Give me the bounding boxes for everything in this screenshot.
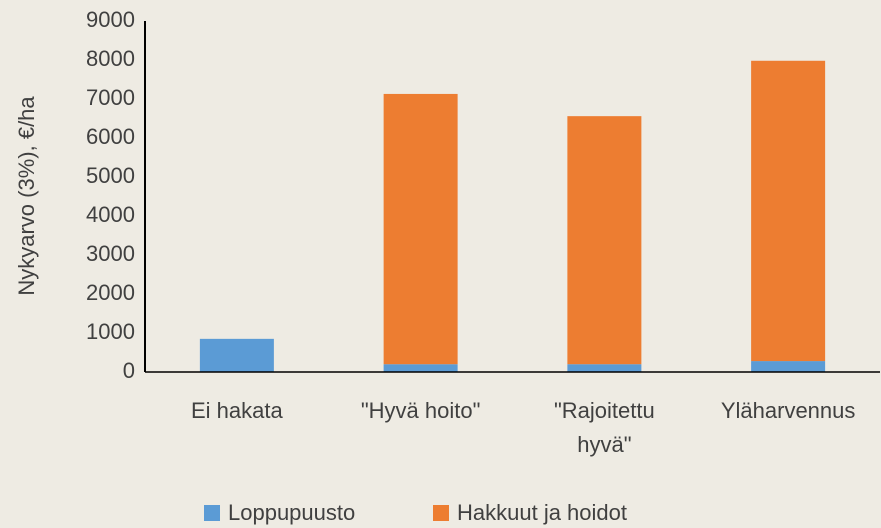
y-tick-label: 9000 bbox=[86, 7, 135, 32]
bar-segment bbox=[383, 93, 458, 365]
y-tick-label: 5000 bbox=[86, 163, 135, 188]
y-tick-label: 0 bbox=[123, 358, 135, 383]
legend-label: Hakkuut ja hoidot bbox=[457, 500, 627, 525]
bar-segment bbox=[751, 361, 826, 372]
legend-label: Loppupuusto bbox=[228, 500, 355, 525]
x-tick-label: "Rajoitettu hyvä" bbox=[554, 398, 655, 457]
x-tick-label: "Hyvä hoito" bbox=[361, 398, 481, 423]
y-tick-label: 8000 bbox=[86, 46, 135, 71]
y-tick-label: 6000 bbox=[86, 124, 135, 149]
bar-segment bbox=[567, 116, 642, 365]
y-axis-label: Nykyarvo (3%), €/ha bbox=[14, 96, 39, 296]
bar-segment bbox=[383, 364, 458, 372]
y-tick-label: 1000 bbox=[86, 319, 135, 344]
y-tick-label: 7000 bbox=[86, 85, 135, 110]
x-tick-label: Ei hakata bbox=[191, 398, 283, 423]
legend-swatch bbox=[204, 505, 220, 521]
legend-swatch bbox=[433, 505, 449, 521]
x-tick-label: Yläharvennus bbox=[721, 398, 856, 423]
bar-segment bbox=[751, 60, 826, 362]
bar-segment bbox=[199, 338, 274, 372]
bar-segment bbox=[567, 364, 642, 372]
y-tick-label: 3000 bbox=[86, 241, 135, 266]
y-tick-label: 4000 bbox=[86, 202, 135, 227]
y-tick-label: 2000 bbox=[86, 280, 135, 305]
